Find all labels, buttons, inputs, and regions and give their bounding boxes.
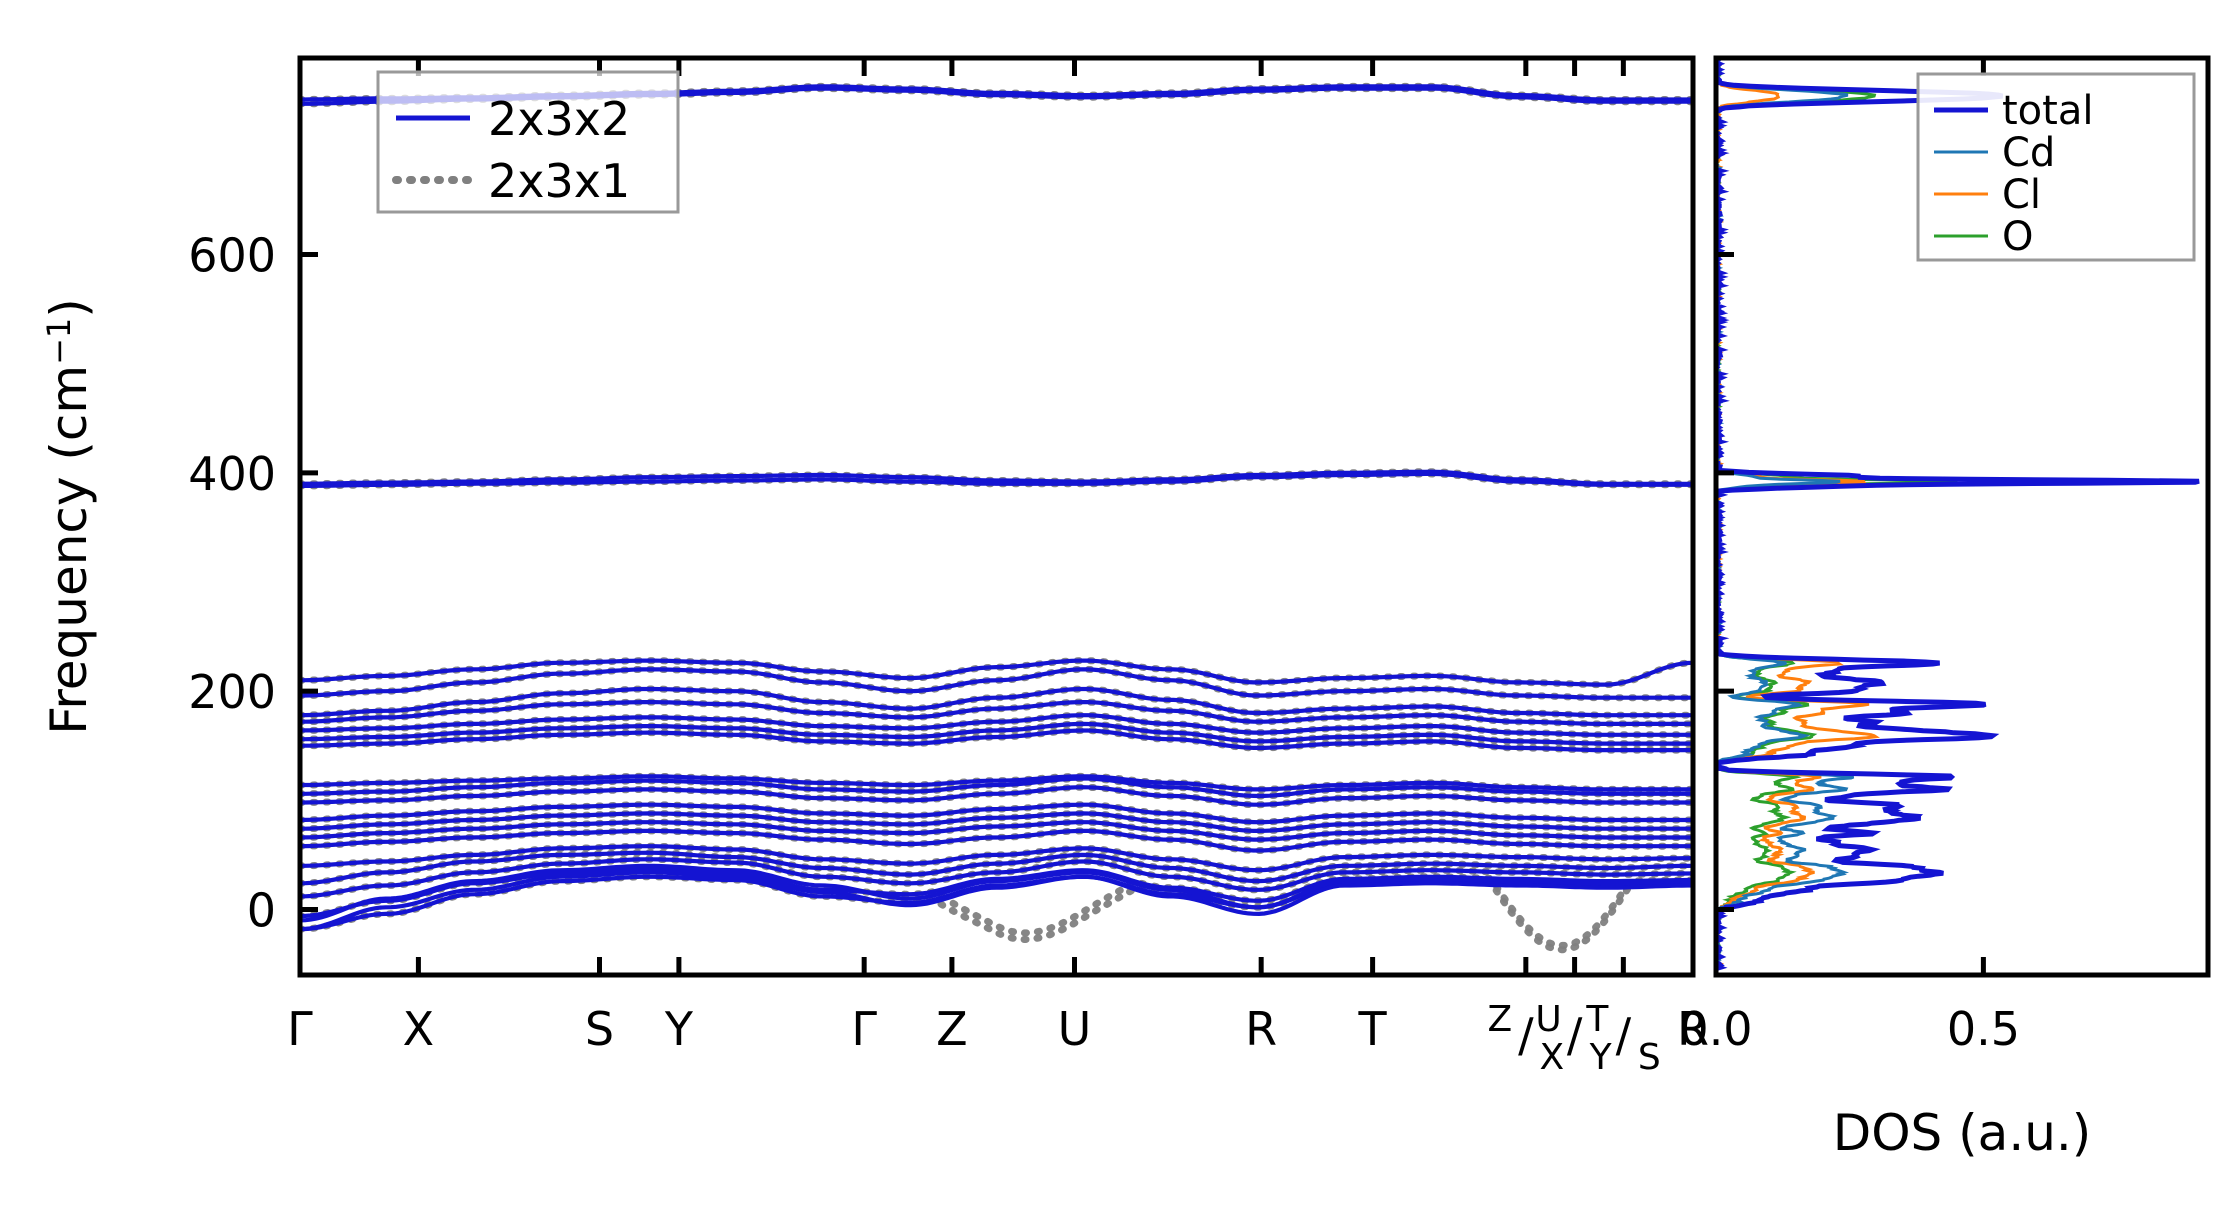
band-curve-2x3x2 [300,844,1693,873]
band-curve-2x3x2 [300,686,1693,718]
band-curve-2x3x2 [300,802,1693,825]
dos-x-tick-label: 0.0 [1679,1002,1752,1056]
dos-x-tick-label: 0.5 [1947,1002,2020,1056]
x-tick-label-denominator: X [1540,1037,1565,1078]
band-curve-2x3x2 [300,785,1693,807]
dos-legend-label-Cl: Cl [2002,172,2041,218]
x-tick-label-slash: / [1518,1008,1534,1062]
dos-x-axis-label: DOS (a.u.) [1833,1104,2092,1162]
dos-legend-label-Cd: Cd [2002,130,2055,176]
dos-curve-total [1716,58,2200,971]
band-curve-2x3x2 [300,774,1693,792]
dos-axes-group: 0.0 0.5 DOS (a.u.) [1679,58,2091,1162]
band-curve-2x3x2 [300,857,1693,899]
band-curve-2x3x2 [300,667,1693,700]
y-tick-label: 600 [188,229,276,283]
x-tick-label: Γ [851,1002,877,1056]
band-curve-2x3x2 [300,811,1693,833]
band-curve-2x3x2 [300,870,1693,932]
x-tick-label-compound: T / S [1585,999,1660,1078]
x-tick-label-compound: Z / X [1488,999,1565,1078]
x-tick-label: X [403,1002,435,1056]
x-tick-label-numerator: Z [1488,999,1513,1040]
band-curve-2x3x2 [300,820,1693,842]
band-curve-2x3x2 [300,721,1693,746]
dos-legend-label-total: total [2002,88,2093,134]
dos-legend-label-O: O [2002,214,2033,260]
x-tick-label: Y [664,1002,694,1056]
x-tick-label-slash: / [1616,1008,1632,1062]
x-tick-label: R [1245,1002,1277,1056]
y-tick-label: 400 [188,447,276,501]
x-tick-label: T [1358,1002,1388,1056]
x-tick-label: U [1058,1002,1092,1056]
band-curve-2x3x2 [300,700,1693,726]
x-tick-label: R [1677,1002,1709,1056]
x-tick-label-numerator: U [1535,999,1561,1040]
bands-legend-label-2x3x1: 2x3x1 [488,154,630,208]
band-curve-2x3x2 [300,728,1693,753]
band-curve-2x3x2 [300,469,1693,486]
x-tick-label-slash: / [1567,1008,1583,1062]
band-curve-2x3x2 [300,828,1693,853]
y-axis-label: Frequency (cm−1) [40,298,98,735]
band-curve-2x3x2 [300,713,1693,737]
x-tick-label-compound: U / Y [1535,999,1612,1078]
band-curve-2x3x2 [300,863,1693,923]
x-tick-label-denominator: Y [1589,1037,1613,1078]
band-curve-2x3x2 [300,850,1693,886]
band-curve-2x3x2 [300,776,1693,799]
band-panel-frame [297,55,1696,978]
dos-legend-box [1916,72,2196,262]
band-curve-2x3x2 [300,874,1693,932]
dos-panel-frame [1713,55,2211,978]
dos-curve-cd [1716,58,1855,970]
band-curve-2x3x2 [300,471,1693,488]
x-tick-label-numerator: T [1585,999,1609,1040]
band-curve-2x3x2 [300,867,1693,919]
bands-legend-label-2x3x2: 2x3x2 [488,92,630,146]
x-tick-label: Z [936,1002,968,1056]
band-curve-2x3x2 [300,658,1693,687]
bands-legend-box [376,70,680,214]
band-curves-group [300,82,1693,954]
x-tick-label: Γ [287,1002,313,1056]
x-tick-label-denominator: S [1638,1037,1661,1078]
y-tick-label: 200 [188,665,276,719]
x-tick-label: S [585,1002,614,1056]
y-tick-label: 0 [247,884,276,938]
